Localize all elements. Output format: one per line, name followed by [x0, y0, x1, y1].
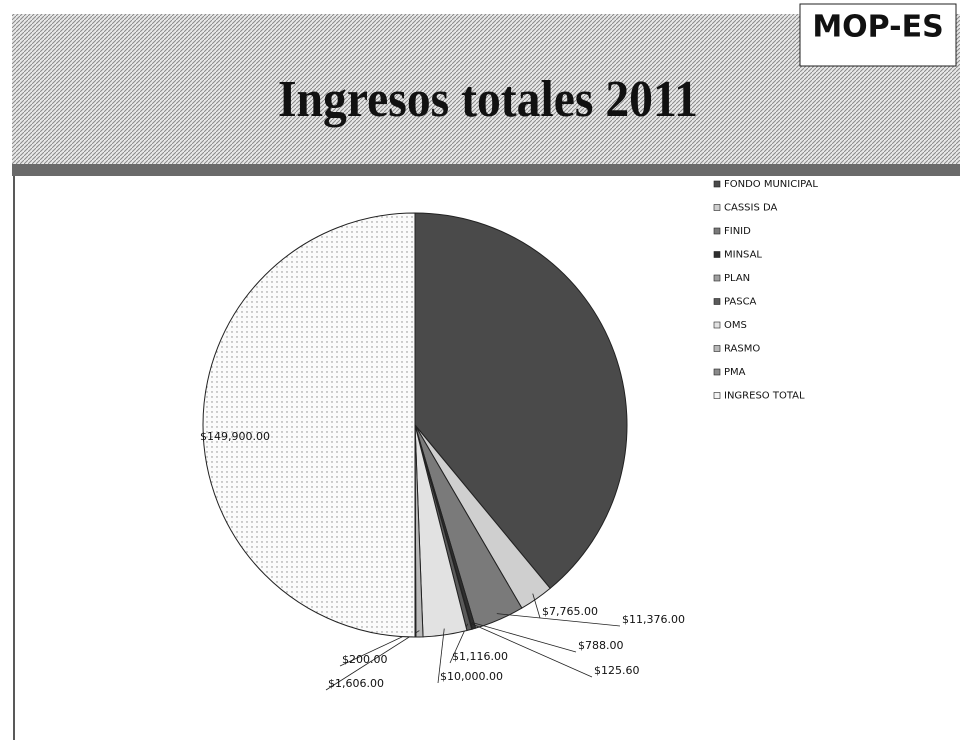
legend-swatch: [713, 392, 721, 399]
leader-line: [437, 628, 445, 684]
data-label: $11,376.00: [622, 613, 685, 626]
legend-label: PMA: [724, 367, 746, 378]
legend-swatch: [713, 180, 721, 188]
data-label: $1,606.00: [328, 677, 384, 690]
header-stripe: [12, 164, 960, 176]
leader-line: [325, 630, 420, 691]
data-label: $149,900.00: [200, 430, 270, 443]
leader-line: [470, 622, 593, 678]
data-label: $10,000.00: [440, 670, 503, 683]
data-label: $788.00: [578, 639, 624, 652]
legend-swatch: [713, 274, 721, 282]
legend-label: MINSAL: [724, 250, 762, 261]
legend-swatch: [713, 298, 721, 305]
legend-swatch: [713, 368, 721, 376]
legend-swatch: [713, 345, 721, 352]
legend-label: INGRESO TOTAL: [724, 391, 805, 402]
leader-line: [472, 622, 577, 653]
legend-label: OMS: [724, 320, 747, 331]
legend-label: CASSIS DA: [724, 203, 778, 214]
legend-label: RASMO: [724, 344, 760, 355]
data-label: $1,116.00: [452, 650, 508, 663]
pie-slice: [414, 212, 628, 590]
logo-box: [799, 3, 957, 67]
data-label: $200.00: [342, 653, 388, 666]
data-label: $7,765.00: [542, 605, 598, 618]
pie-slice: [202, 212, 416, 638]
legend-label: FONDO MUNICIPAL: [724, 179, 818, 190]
chart-title: Ingresos totales 2011: [278, 71, 698, 128]
leader-line: [532, 593, 541, 619]
logo: MOP-ES: [812, 10, 943, 45]
legend-label: PASCA: [724, 297, 757, 308]
legend-label: FINID: [724, 226, 751, 237]
legend-swatch: [713, 251, 721, 258]
leader-line: [496, 613, 621, 627]
data-label: $125.60: [594, 664, 640, 677]
legend-swatch: [713, 227, 721, 235]
legend-label: PLAN: [724, 273, 750, 284]
legend-swatch: [713, 321, 721, 329]
legend-swatch: [713, 204, 721, 211]
